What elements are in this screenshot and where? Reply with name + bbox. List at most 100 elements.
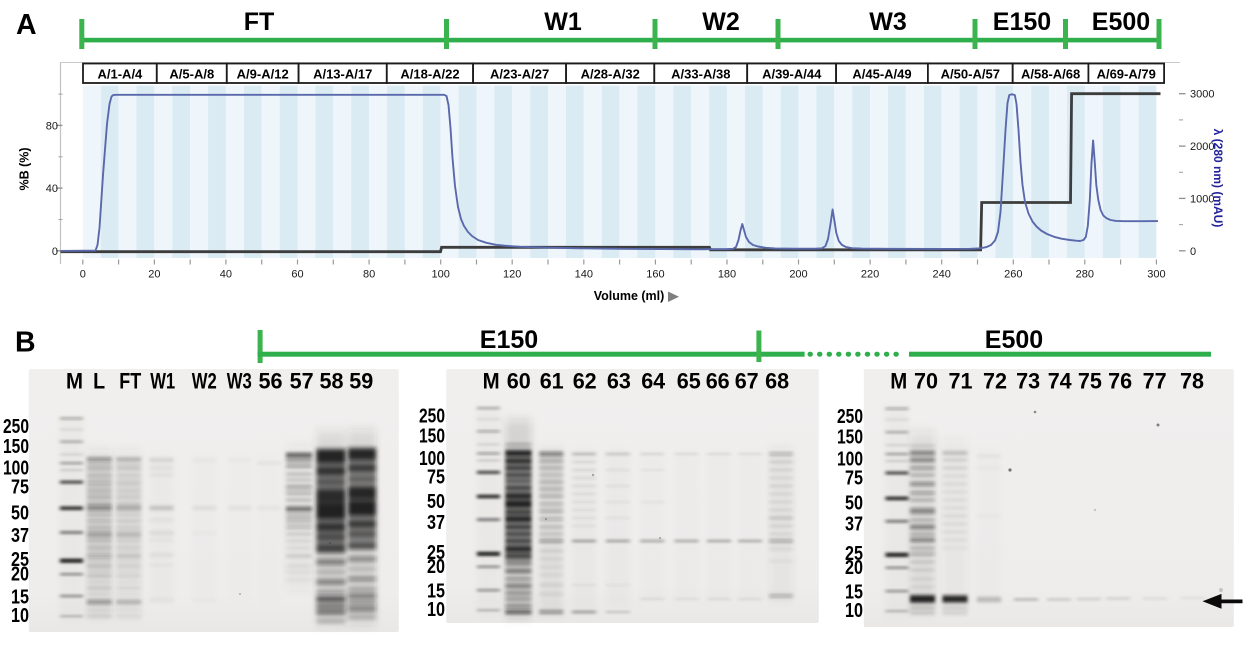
svg-text:60: 60 (291, 269, 303, 281)
svg-text:140: 140 (575, 269, 593, 281)
svg-text:A/13-A/17: A/13-A/17 (313, 67, 372, 82)
svg-text:72: 72 (983, 369, 1007, 394)
svg-text:250: 250 (419, 405, 445, 428)
svg-text:150: 150 (419, 425, 445, 448)
svg-text:150: 150 (3, 435, 29, 458)
svg-text:W2: W2 (702, 8, 740, 36)
svg-text:20: 20 (11, 563, 29, 586)
svg-text:76: 76 (1108, 369, 1132, 394)
svg-text:62: 62 (573, 369, 597, 394)
svg-text:65: 65 (677, 369, 701, 394)
svg-text:80: 80 (363, 269, 375, 281)
svg-text:W3: W3 (869, 8, 907, 36)
svg-text:61: 61 (540, 369, 564, 394)
svg-text:100: 100 (419, 447, 445, 470)
svg-text:20: 20 (427, 555, 445, 578)
svg-text:75: 75 (11, 475, 29, 498)
svg-text:75: 75 (1078, 369, 1102, 394)
svg-text:300: 300 (1147, 269, 1165, 281)
svg-text:M: M (66, 369, 83, 394)
svg-text:150: 150 (837, 426, 863, 449)
svg-text:59: 59 (349, 369, 373, 394)
svg-text:%B (%): %B (%) (18, 147, 32, 190)
svg-text:68: 68 (765, 369, 789, 394)
svg-text:250: 250 (837, 405, 863, 428)
svg-text:A/39-A/44: A/39-A/44 (762, 67, 822, 82)
svg-text:M: M (890, 369, 907, 394)
svg-text:240: 240 (933, 269, 951, 281)
svg-text:80: 80 (46, 120, 58, 132)
svg-text:15: 15 (427, 580, 445, 603)
svg-text:FT: FT (244, 8, 275, 36)
svg-text:280: 280 (1076, 269, 1094, 281)
svg-text:A/33-A/38: A/33-A/38 (671, 67, 730, 82)
svg-text:78: 78 (1180, 369, 1204, 394)
svg-text:15: 15 (11, 585, 29, 608)
svg-text:37: 37 (845, 513, 863, 536)
svg-text:FT: FT (119, 369, 141, 394)
svg-text:W2: W2 (192, 369, 217, 394)
svg-text:0: 0 (80, 269, 86, 281)
svg-text:A/5-A/8: A/5-A/8 (169, 67, 214, 82)
svg-text:A/23-A/27: A/23-A/27 (490, 67, 549, 82)
svg-text:100: 100 (3, 456, 29, 479)
svg-text:75: 75 (845, 466, 863, 489)
svg-text:3000: 3000 (1190, 89, 1214, 101)
svg-text:20: 20 (148, 269, 160, 281)
svg-text:100: 100 (837, 447, 863, 470)
svg-text:260: 260 (1004, 269, 1022, 281)
svg-text:W1: W1 (544, 8, 582, 36)
svg-text:77: 77 (1143, 369, 1167, 394)
svg-text:A/45-A/49: A/45-A/49 (852, 67, 911, 82)
svg-text:50: 50 (11, 502, 29, 525)
svg-text:50: 50 (427, 490, 445, 513)
svg-text:E500: E500 (1092, 8, 1150, 36)
svg-text:40: 40 (220, 269, 232, 281)
svg-text:A/18-A/22: A/18-A/22 (400, 67, 459, 82)
svg-text:63: 63 (607, 369, 631, 394)
svg-text:220: 220 (861, 269, 879, 281)
svg-text:A/9-A/12: A/9-A/12 (237, 67, 289, 82)
svg-text:75: 75 (427, 466, 445, 489)
svg-text:74: 74 (1048, 369, 1072, 394)
svg-text:67: 67 (735, 369, 759, 394)
svg-text:W3: W3 (227, 369, 252, 394)
svg-text:50: 50 (845, 492, 863, 515)
svg-text:15: 15 (845, 580, 863, 603)
svg-text:25: 25 (11, 548, 29, 571)
svg-text:E500: E500 (985, 326, 1043, 354)
svg-text:E150: E150 (993, 8, 1051, 36)
svg-text:A: A (16, 9, 37, 41)
svg-text:250: 250 (3, 415, 29, 438)
svg-text:A/1-A/4: A/1-A/4 (98, 67, 144, 82)
svg-text:100: 100 (432, 269, 450, 281)
svg-text:60: 60 (507, 369, 531, 394)
svg-text:λ (280 nm) (mAU): λ (280 nm) (mAU) (1211, 129, 1225, 228)
svg-text:180: 180 (718, 269, 736, 281)
svg-text:200: 200 (789, 269, 807, 281)
svg-text:M: M (483, 369, 500, 394)
svg-text:57: 57 (290, 369, 314, 394)
svg-text:40: 40 (46, 183, 58, 195)
svg-text:10: 10 (427, 598, 445, 621)
svg-text:10: 10 (845, 599, 863, 622)
svg-text:W1: W1 (150, 369, 175, 394)
svg-text:A/69-A/79: A/69-A/79 (1097, 67, 1156, 82)
svg-text:0: 0 (52, 246, 58, 258)
svg-text:25: 25 (845, 542, 863, 565)
svg-text:66: 66 (706, 369, 730, 394)
svg-text:E150: E150 (480, 326, 538, 354)
svg-text:10: 10 (11, 604, 29, 627)
svg-text:B: B (15, 327, 36, 359)
svg-text:64: 64 (641, 369, 665, 394)
svg-text:37: 37 (11, 524, 29, 547)
svg-text:120: 120 (503, 269, 521, 281)
svg-text:A/50-A/57: A/50-A/57 (941, 67, 1000, 82)
svg-text:0: 0 (1190, 246, 1196, 258)
svg-text:71: 71 (949, 369, 973, 394)
svg-text:1000: 1000 (1190, 193, 1214, 205)
svg-text:70: 70 (914, 369, 938, 394)
svg-text:A/28-A/32: A/28-A/32 (581, 67, 640, 82)
svg-text:Volume (ml): Volume (ml) (594, 289, 665, 303)
svg-text:56: 56 (259, 369, 283, 394)
